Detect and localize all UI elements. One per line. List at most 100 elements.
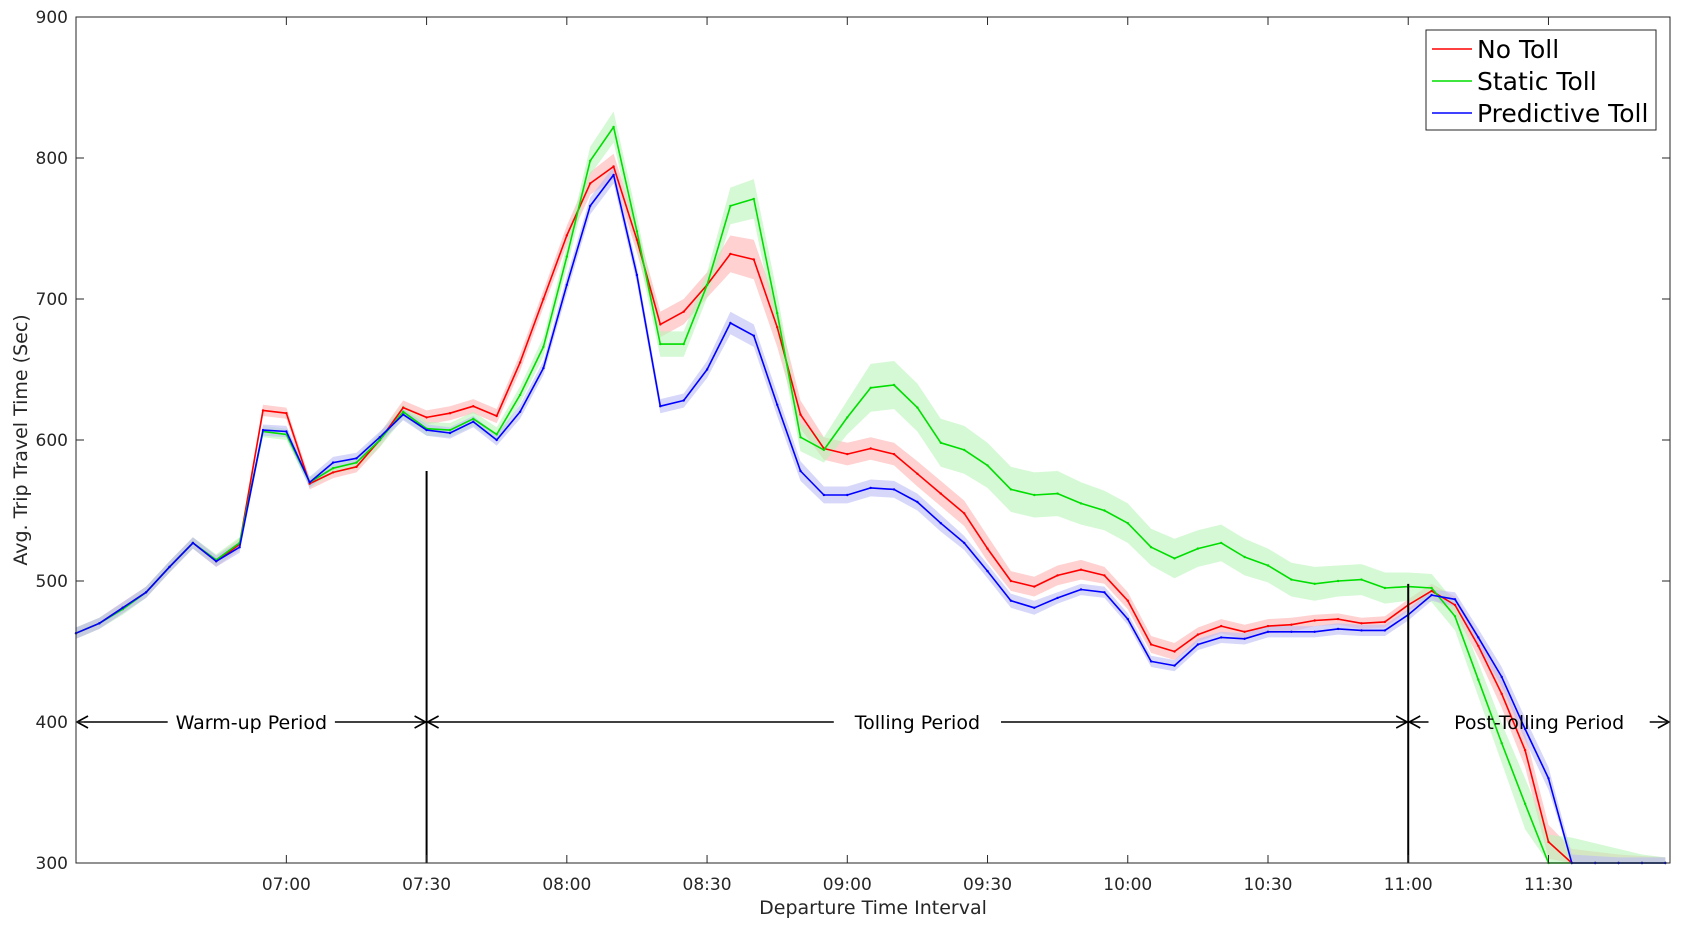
data-point-no-toll — [1477, 644, 1480, 648]
data-point-no-toll — [285, 412, 288, 415]
data-point-no-toll — [799, 413, 802, 416]
data-point-predictive-toll — [1103, 591, 1106, 594]
data-point-predictive-toll — [215, 560, 218, 563]
data-point-no-toll — [1547, 840, 1550, 844]
data-point-no-toll — [1220, 624, 1223, 628]
data-point-no-toll — [1056, 574, 1059, 577]
data-point-predictive-toll — [402, 413, 405, 416]
data-point-predictive-toll — [355, 457, 358, 460]
data-point-static-toll — [822, 448, 826, 452]
data-point-static-toll — [1360, 578, 1363, 581]
data-point-static-toll — [1173, 557, 1176, 560]
y-tick-label: 600 — [36, 431, 68, 451]
data-point-no-toll — [659, 323, 662, 326]
data-point-no-toll — [1079, 568, 1083, 571]
data-point-no-toll — [402, 406, 405, 409]
legend-label-predictive-toll: Predictive Toll — [1477, 99, 1648, 128]
x-tick-label: 10:30 — [1243, 875, 1292, 895]
data-point-predictive-toll — [565, 283, 568, 287]
data-point-predictive-toll — [191, 541, 195, 545]
data-point-predictive-toll — [939, 522, 942, 525]
data-point-static-toll — [846, 416, 849, 419]
data-point-predictive-toll — [1430, 593, 1433, 597]
y-tick-label: 500 — [36, 572, 68, 592]
data-point-static-toll — [1196, 547, 1200, 550]
data-point-predictive-toll — [238, 546, 241, 549]
data-point-no-toll — [518, 361, 522, 364]
data-point-predictive-toll — [589, 204, 592, 208]
data-point-static-toll — [939, 441, 942, 444]
data-point-static-toll — [1336, 579, 1340, 583]
x-tick-label: 10:00 — [1103, 875, 1152, 895]
data-point-predictive-toll — [1336, 627, 1340, 631]
data-point-predictive-toll — [448, 431, 452, 435]
data-point-predictive-toll — [1126, 617, 1130, 621]
data-point-static-toll — [1056, 492, 1059, 495]
data-point-no-toll — [1313, 619, 1316, 622]
data-point-static-toll — [1266, 564, 1270, 567]
x-tick-label: 07:30 — [402, 875, 451, 895]
data-point-predictive-toll — [1360, 629, 1363, 632]
data-point-predictive-toll — [378, 436, 381, 439]
data-point-predictive-toll — [1453, 598, 1457, 601]
data-point-predictive-toll — [518, 410, 522, 413]
data-point-no-toll — [869, 447, 872, 450]
data-point-static-toll — [635, 230, 639, 233]
data-point-predictive-toll — [752, 334, 755, 337]
data-point-static-toll — [331, 467, 335, 470]
data-point-predictive-toll — [1173, 664, 1176, 667]
data-point-no-toll — [1500, 692, 1503, 695]
data-point-predictive-toll — [1477, 636, 1480, 639]
data-point-no-toll — [1336, 617, 1340, 621]
data-point-static-toll — [1383, 586, 1387, 590]
x-tick-label: 11:30 — [1524, 875, 1573, 895]
data-point-predictive-toll — [705, 368, 709, 371]
data-point-no-toll — [1360, 622, 1363, 625]
data-point-no-toll — [986, 547, 989, 550]
data-point-static-toll — [1126, 522, 1130, 525]
data-point-no-toll — [1033, 585, 1036, 588]
data-point-no-toll — [495, 414, 498, 418]
data-point-predictive-toll — [1313, 630, 1316, 633]
data-point-no-toll — [1243, 630, 1246, 633]
data-point-predictive-toll — [682, 399, 685, 402]
data-point-no-toll — [752, 258, 755, 261]
data-point-no-toll — [892, 452, 896, 456]
period-label-post-tolling-period: Post-Tolling Period — [1454, 712, 1624, 734]
data-point-no-toll — [331, 471, 335, 474]
data-point-static-toll — [1430, 586, 1433, 590]
data-point-no-toll — [261, 409, 265, 412]
data-point-predictive-toll — [1079, 588, 1083, 591]
x-tick-label: 07:00 — [262, 875, 311, 895]
data-point-no-toll — [542, 297, 545, 301]
data-point-predictive-toll — [331, 461, 335, 464]
data-point-predictive-toll — [1547, 777, 1550, 780]
data-point-no-toll — [729, 252, 732, 256]
data-point-predictive-toll — [799, 469, 802, 473]
data-point-predictive-toll — [1033, 606, 1036, 609]
data-point-predictive-toll — [472, 420, 475, 423]
data-point-no-toll — [1430, 589, 1433, 593]
data-point-static-toll — [1149, 546, 1153, 549]
x-tick-label: 11:00 — [1384, 875, 1433, 895]
data-point-static-toll — [472, 417, 475, 420]
data-point-no-toll — [776, 326, 779, 329]
data-point-static-toll — [729, 204, 732, 208]
data-point-static-toll — [916, 406, 919, 409]
data-point-predictive-toll — [1009, 599, 1013, 602]
data-point-static-toll — [659, 342, 662, 346]
x-axis-ticks: 07:00 07:30 08:00 08:30 09:00 09:30 10:00 10:30… — [262, 17, 1573, 895]
data-point-static-toll — [963, 448, 966, 452]
data-point-static-toll — [565, 255, 568, 258]
data-point-no-toll — [1383, 620, 1387, 624]
data-point-static-toll — [448, 428, 452, 432]
arrowhead-right-tolling-period — [1395, 715, 1409, 729]
data-point-no-toll — [612, 165, 615, 168]
data-point-static-toll — [355, 461, 358, 464]
data-point-predictive-toll — [542, 366, 545, 370]
data-point-static-toll — [1453, 615, 1457, 618]
data-point-predictive-toll — [1523, 727, 1527, 731]
data-point-predictive-toll — [869, 486, 872, 490]
